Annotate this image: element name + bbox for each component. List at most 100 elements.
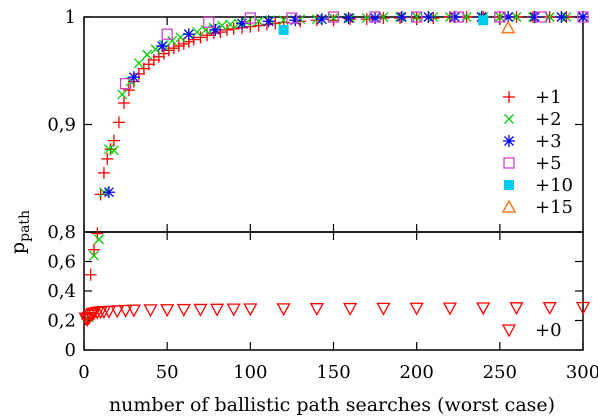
- data-point: [343, 302, 358, 316]
- x-axis-title: number of ballistic path searches (worst…: [109, 394, 555, 416]
- y-tick-label: 0,2: [47, 311, 76, 332]
- data-point: [112, 116, 125, 129]
- data-point: [192, 27, 203, 38]
- data-point: [118, 304, 133, 318]
- y-tick-label: 0,4: [47, 281, 76, 302]
- data-point: [289, 14, 302, 27]
- data-point: [575, 301, 591, 315]
- data-point: [108, 145, 119, 156]
- data-point: [411, 11, 423, 23]
- data-point: [107, 134, 120, 147]
- x-tick-label: 300: [566, 362, 598, 383]
- data-point: [376, 302, 391, 316]
- data-point: [501, 324, 517, 338]
- data-point: [221, 23, 234, 36]
- series-plus10: [278, 15, 489, 35]
- data-point: [577, 11, 589, 23]
- data-point: [101, 152, 114, 165]
- legend-item: +10: [504, 175, 573, 196]
- data-point: [225, 19, 236, 30]
- data-point: [422, 11, 435, 23]
- data-point: [327, 14, 340, 27]
- data-point: [84, 268, 97, 281]
- data-point: [528, 11, 541, 23]
- data-point: [452, 11, 464, 23]
- legend-label: +15: [535, 197, 573, 218]
- data-point: [97, 166, 110, 179]
- data-point: [411, 12, 422, 22]
- data-point: [503, 135, 515, 147]
- legend-upper: +1+2+3+5+10+15: [501, 87, 573, 218]
- data-point: [509, 302, 524, 316]
- y-tick-label: 0,9: [47, 115, 76, 136]
- data-point: [309, 303, 324, 317]
- data-point: [226, 303, 241, 317]
- data-point: [89, 250, 99, 261]
- data-point: [448, 11, 461, 23]
- data-point: [315, 13, 328, 26]
- data-point: [504, 114, 514, 124]
- data-point: [504, 180, 514, 190]
- data-point: [327, 11, 340, 23]
- y-tick-label: 0: [65, 340, 76, 361]
- y-tick-label: 1: [65, 7, 76, 28]
- data-point: [369, 11, 381, 23]
- data-point: [126, 304, 141, 318]
- data-point: [535, 11, 548, 23]
- data-point: [94, 188, 107, 201]
- series-plus0: [78, 301, 591, 328]
- data-point: [162, 44, 175, 57]
- legend-label: +1: [535, 87, 562, 108]
- data-point: [555, 11, 568, 23]
- data-point: [217, 20, 228, 31]
- y-tick-label: 0,6: [47, 252, 76, 273]
- upper-panel: 0,8 0,9 1: [47, 7, 584, 243]
- data-point: [209, 303, 225, 317]
- legend-lower: +0: [501, 320, 562, 341]
- data-point: [167, 42, 180, 55]
- y-axis-title-subscript: path: [17, 210, 33, 242]
- data-point: [395, 11, 408, 23]
- data-point: [476, 302, 491, 316]
- data-point: [478, 15, 489, 26]
- data-point: [142, 49, 153, 60]
- data-point: [102, 186, 115, 199]
- data-point: [360, 13, 373, 26]
- data-point: [101, 305, 117, 319]
- data-point: [494, 12, 505, 22]
- data-point: [119, 78, 132, 90]
- data-point: [369, 12, 382, 25]
- data-point: [172, 40, 185, 53]
- data-point: [127, 71, 140, 84]
- legend-label: +0: [535, 320, 562, 341]
- legend-item: +1: [503, 87, 562, 108]
- legend-label: +3: [535, 131, 562, 152]
- data-point: [193, 303, 208, 317]
- data-point: [147, 54, 160, 66]
- data-point: [132, 67, 145, 80]
- data-point: [511, 12, 522, 22]
- data-point: [542, 302, 557, 316]
- data-point: [243, 303, 258, 317]
- x-axis-ticks: 0 50 100 150 200 250 300: [78, 17, 598, 383]
- data-point: [276, 303, 291, 317]
- legend-item: +3: [503, 131, 562, 152]
- x-tick-label: 100: [233, 362, 267, 383]
- data-point: [342, 12, 355, 25]
- series-plus2: [84, 12, 588, 323]
- data-point: [160, 304, 175, 318]
- x-tick-label: 200: [399, 362, 433, 383]
- data-point: [503, 157, 515, 169]
- data-point: [182, 28, 195, 41]
- series-plus15: [501, 20, 516, 34]
- data-marks: [78, 11, 591, 328]
- data-point: [86, 307, 102, 321]
- data-point: [209, 23, 222, 36]
- data-point: [577, 11, 589, 23]
- data-point: [133, 58, 144, 69]
- data-point: [328, 13, 339, 24]
- data-point: [87, 243, 100, 256]
- data-point: [156, 40, 169, 53]
- y-axis-title-main: p: [7, 242, 29, 254]
